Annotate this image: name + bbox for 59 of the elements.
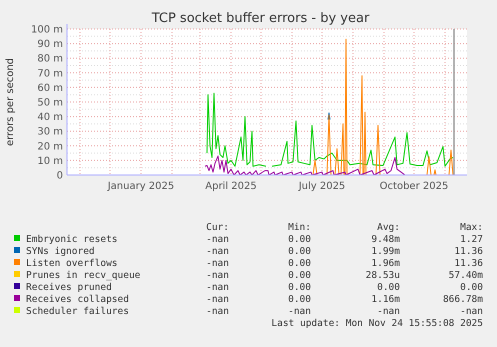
y-tick-label: 60 m bbox=[37, 82, 63, 94]
text: -nan bbox=[206, 282, 229, 293]
chart-title: TCP socket buffer errors - by year bbox=[150, 11, 370, 26]
y-tick-label: 20 m bbox=[37, 141, 63, 152]
text: -nan bbox=[206, 234, 229, 245]
x-tick-label: July 2025 bbox=[298, 181, 346, 192]
text: 11.36 bbox=[454, 258, 484, 269]
text: 0.00 bbox=[288, 270, 312, 281]
legend-label: Embryonic resets bbox=[26, 234, 118, 245]
y-tick-label: 100 m bbox=[30, 24, 63, 36]
text: 0.00 bbox=[288, 282, 312, 293]
text: Cur: bbox=[206, 222, 229, 233]
y-tick-label: 40 m bbox=[37, 112, 63, 124]
line-series bbox=[204, 156, 406, 176]
text: Min: bbox=[288, 222, 311, 233]
y-tick-label: 50 m bbox=[37, 98, 63, 108]
text: 0.00 bbox=[288, 234, 312, 245]
text: 0.00 bbox=[460, 282, 484, 293]
text: -nan bbox=[206, 246, 229, 257]
y-tick-label: 10 m bbox=[37, 156, 63, 167]
legend-label: Receives pruned bbox=[26, 282, 112, 293]
x-tick-label: October 2025 bbox=[380, 181, 448, 192]
text: -nan bbox=[206, 294, 229, 305]
text: Last update: Mon Nov 24 15:55:08 2025 bbox=[271, 318, 483, 329]
text: 0.00 bbox=[377, 282, 400, 293]
legend-label: Scheduler failures bbox=[26, 306, 129, 317]
text: -nan bbox=[206, 258, 229, 269]
text: 1.96m bbox=[371, 258, 400, 269]
y-axis-title: errors per second bbox=[5, 58, 16, 146]
line-series bbox=[312, 38, 454, 176]
text: -nan bbox=[206, 270, 229, 281]
legend-label: Receives collapsed bbox=[26, 294, 129, 305]
text: 0.00 bbox=[288, 246, 312, 257]
legend-label: SYNs ignored bbox=[26, 246, 95, 257]
y-tick-label: 70 m bbox=[37, 68, 63, 80]
text: -nan bbox=[460, 306, 483, 317]
text: 28.53u bbox=[366, 270, 400, 281]
text: -nan bbox=[288, 306, 311, 317]
text: 57.40m bbox=[448, 270, 484, 281]
y-tick-label: 90 m bbox=[37, 39, 63, 50]
x-tick-label: January 2025 bbox=[106, 181, 174, 192]
text: Max: bbox=[460, 222, 483, 233]
text: -nan bbox=[377, 306, 400, 317]
y-tick-label: 80 m bbox=[37, 54, 63, 65]
text: Avg: bbox=[377, 222, 400, 233]
y-tick-label: 30 m bbox=[37, 126, 63, 138]
text: 1.99m bbox=[371, 246, 400, 257]
text: 0.00 bbox=[288, 294, 312, 305]
text: 1.27 bbox=[460, 234, 483, 245]
text: 11.36 bbox=[454, 246, 484, 257]
text: 1.16m bbox=[371, 294, 400, 305]
text: 9.48m bbox=[371, 234, 400, 245]
text: 866.78m bbox=[442, 294, 484, 305]
text: 0.00 bbox=[288, 258, 312, 269]
legend-label: Prunes in recv_queue bbox=[26, 270, 141, 281]
text: -nan bbox=[206, 306, 229, 317]
legend-label: Listen overflows bbox=[26, 258, 118, 269]
y-tick-label: 0 bbox=[56, 170, 63, 182]
x-tick-label: April 2025 bbox=[205, 181, 257, 192]
